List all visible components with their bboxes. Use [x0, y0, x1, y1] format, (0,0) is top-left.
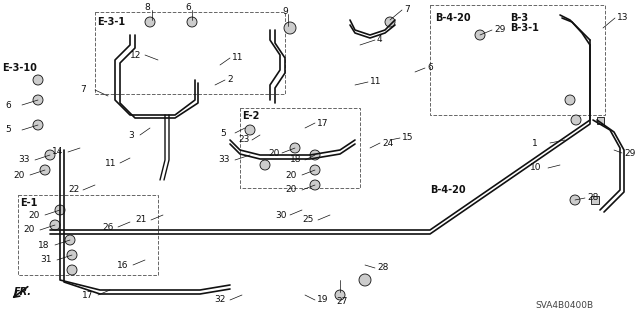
Text: 3: 3: [128, 130, 134, 139]
Text: 18: 18: [38, 241, 49, 249]
Text: 17: 17: [82, 291, 93, 300]
Circle shape: [310, 180, 320, 190]
Text: 20: 20: [13, 170, 24, 180]
Text: 14: 14: [52, 147, 63, 157]
Circle shape: [385, 17, 395, 27]
Text: 29: 29: [624, 149, 636, 158]
Text: 11: 11: [105, 159, 116, 167]
Text: 19: 19: [317, 295, 328, 305]
Text: 5: 5: [220, 129, 226, 137]
Circle shape: [67, 265, 77, 275]
Circle shape: [245, 125, 255, 135]
Text: 32: 32: [214, 295, 225, 305]
Text: B-4-20: B-4-20: [430, 185, 466, 195]
Text: 29: 29: [494, 26, 506, 34]
Circle shape: [359, 274, 371, 286]
Text: 22: 22: [68, 186, 79, 195]
Text: FR.: FR.: [14, 287, 32, 297]
Circle shape: [187, 17, 197, 27]
Circle shape: [335, 290, 345, 300]
Circle shape: [67, 250, 77, 260]
Bar: [591, 196, 599, 204]
Text: B-3-1: B-3-1: [510, 23, 539, 33]
Text: 8: 8: [144, 4, 150, 12]
Text: 25: 25: [302, 216, 314, 225]
Bar: [95, 12, 285, 94]
Text: 20: 20: [285, 186, 296, 195]
Text: 16: 16: [117, 261, 129, 270]
Text: 21: 21: [135, 216, 147, 225]
Circle shape: [55, 205, 65, 215]
Text: 26: 26: [102, 222, 113, 232]
Text: 33: 33: [218, 155, 230, 165]
Text: 4: 4: [377, 34, 383, 43]
Text: 24: 24: [382, 138, 393, 147]
Circle shape: [40, 165, 50, 175]
Text: B-3: B-3: [510, 13, 528, 23]
Text: 11: 11: [232, 53, 243, 62]
Text: 15: 15: [402, 133, 413, 143]
Text: 28: 28: [587, 194, 598, 203]
Text: 5: 5: [5, 125, 11, 135]
Text: 28: 28: [377, 263, 388, 272]
Text: 13: 13: [617, 12, 628, 21]
Text: 1: 1: [532, 138, 538, 147]
Circle shape: [310, 165, 320, 175]
Circle shape: [33, 75, 43, 85]
Circle shape: [475, 30, 485, 40]
Circle shape: [310, 150, 320, 160]
Text: 2: 2: [227, 76, 232, 85]
Text: E-3-1: E-3-1: [97, 17, 125, 27]
Text: 33: 33: [18, 155, 29, 165]
Text: 7: 7: [404, 5, 410, 14]
Text: 12: 12: [130, 50, 141, 60]
Text: SVA4B0400B: SVA4B0400B: [535, 301, 593, 310]
Circle shape: [65, 235, 75, 245]
Circle shape: [571, 115, 581, 125]
Circle shape: [33, 95, 43, 105]
Circle shape: [260, 160, 270, 170]
Bar: [430, 5, 605, 115]
Text: 6: 6: [427, 63, 433, 72]
Text: 6: 6: [185, 4, 191, 12]
Bar: [18, 195, 158, 275]
Bar: [597, 117, 604, 124]
Circle shape: [145, 17, 155, 27]
Circle shape: [570, 195, 580, 205]
Text: 9: 9: [282, 8, 288, 17]
Text: 18: 18: [290, 155, 301, 165]
Text: 10: 10: [530, 164, 541, 173]
Text: 27: 27: [336, 298, 348, 307]
Circle shape: [33, 120, 43, 130]
Text: 17: 17: [317, 118, 328, 128]
Text: B-4-20: B-4-20: [435, 13, 470, 23]
Circle shape: [565, 95, 575, 105]
Text: E-2: E-2: [242, 111, 259, 121]
Text: 11: 11: [370, 78, 381, 86]
Text: 7: 7: [80, 85, 86, 94]
Text: 31: 31: [40, 256, 51, 264]
Circle shape: [284, 22, 296, 34]
Text: 20: 20: [268, 149, 280, 158]
Text: 20: 20: [285, 170, 296, 180]
Circle shape: [45, 150, 55, 160]
Text: 20: 20: [28, 211, 40, 219]
Circle shape: [290, 143, 300, 153]
Text: 20: 20: [23, 226, 35, 234]
Circle shape: [50, 220, 60, 230]
Text: 30: 30: [275, 211, 287, 219]
Bar: [240, 108, 360, 188]
Text: E-3-10: E-3-10: [2, 63, 37, 73]
Text: E-1: E-1: [20, 198, 37, 208]
Text: 6: 6: [5, 100, 11, 109]
Text: 23: 23: [238, 136, 250, 145]
